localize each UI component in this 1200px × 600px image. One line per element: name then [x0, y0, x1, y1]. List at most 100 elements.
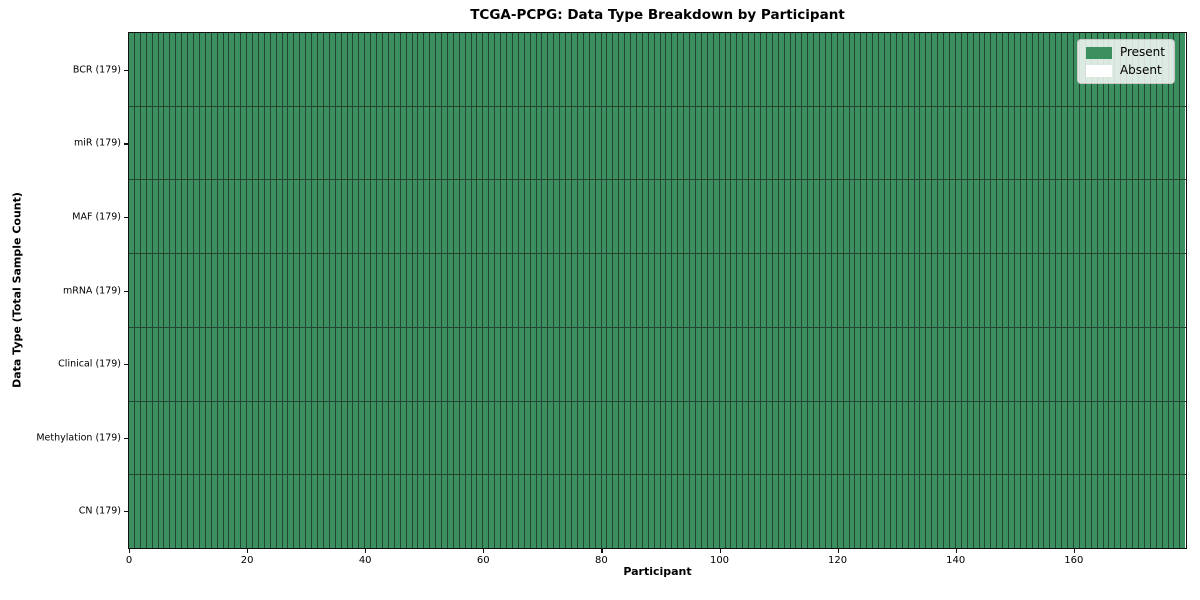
- heatmap-cell: [1044, 106, 1051, 180]
- heatmap-cell: [601, 33, 608, 106]
- heatmap-cell: [412, 33, 419, 106]
- heatmap-cell: [997, 180, 1004, 254]
- heatmap-cell: [359, 254, 366, 327]
- heatmap-cell: [129, 180, 135, 254]
- heatmap-cell: [1038, 33, 1045, 106]
- heatmap-cell: [678, 33, 685, 106]
- heatmap-cell: [814, 401, 821, 475]
- heatmap-cell: [778, 327, 785, 401]
- heatmap-cell: [1162, 327, 1169, 401]
- heatmap-cell: [1103, 254, 1110, 327]
- heatmap-cell: [731, 327, 738, 401]
- heatmap-cell: [1138, 475, 1145, 549]
- heatmap-cell: [678, 401, 685, 475]
- heatmap-cell: [359, 180, 366, 254]
- heatmap-cell: [595, 401, 602, 475]
- heatmap-cell: [1138, 180, 1145, 254]
- heatmap-cell: [253, 327, 259, 401]
- heatmap-cell: [896, 327, 903, 401]
- heatmap-cell: [949, 180, 956, 254]
- heatmap-cell: [382, 33, 389, 106]
- heatmap-cell: [182, 475, 189, 549]
- heatmap-cell: [837, 401, 844, 475]
- heatmap-cell: [701, 33, 708, 106]
- heatmap-cell: [341, 180, 348, 254]
- heatmap-cell: [406, 475, 413, 549]
- heatmap-cell: [134, 180, 141, 254]
- heatmap-cell: [1133, 106, 1139, 180]
- heatmap-cell: [607, 327, 614, 401]
- heatmap-cell: [412, 475, 419, 549]
- heatmap-cell: [790, 106, 797, 180]
- heatmap-row-cn: [129, 475, 1186, 549]
- heatmap-cell: [843, 33, 850, 106]
- heatmap-cell: [158, 327, 165, 401]
- heatmap-cell: [465, 33, 472, 106]
- heatmap-cell: [188, 33, 194, 106]
- heatmap-cell: [335, 106, 342, 180]
- heatmap-cell: [672, 106, 679, 180]
- heatmap-cell: [1174, 475, 1181, 549]
- heatmap-cell: [1009, 327, 1015, 401]
- heatmap-cell: [961, 401, 968, 475]
- heatmap-cell: [489, 401, 496, 475]
- heatmap-row-methylation: [129, 401, 1186, 476]
- heatmap-cell: [1068, 475, 1074, 549]
- heatmap-cell: [418, 180, 425, 254]
- heatmap-cell: [707, 327, 714, 401]
- heatmap-cell: [394, 401, 401, 475]
- heatmap-cell: [1079, 254, 1086, 327]
- heatmap-cell: [743, 106, 750, 180]
- heatmap-cell: [625, 254, 632, 327]
- heatmap-cell: [1044, 401, 1051, 475]
- heatmap-cell: [967, 33, 974, 106]
- heatmap-cell: [766, 327, 773, 401]
- heatmap-cell: [890, 33, 897, 106]
- y-tick-mark: [124, 290, 128, 292]
- heatmap-cell: [1103, 106, 1110, 180]
- heatmap-cell: [465, 180, 472, 254]
- heatmap-cell: [690, 106, 696, 180]
- heatmap-cell: [1032, 475, 1039, 549]
- heatmap-cell: [140, 254, 147, 327]
- heatmap-cell: [134, 33, 141, 106]
- heatmap-cell: [755, 33, 761, 106]
- heatmap-cell: [814, 327, 821, 401]
- heatmap-cell: [914, 106, 921, 180]
- heatmap-cell: [418, 254, 425, 327]
- y-tick-mark: [124, 364, 128, 366]
- heatmap-cell: [424, 180, 431, 254]
- heatmap-cell: [1062, 106, 1069, 180]
- heatmap-cell: [1050, 475, 1057, 549]
- heatmap-cell: [654, 327, 661, 401]
- heatmap-cell: [1127, 475, 1134, 549]
- heatmap-cell: [205, 33, 212, 106]
- heatmap-cell: [814, 106, 821, 180]
- heatmap-cell: [276, 180, 283, 254]
- heatmap-cell: [938, 475, 945, 549]
- heatmap-cell: [140, 327, 147, 401]
- heatmap-cell: [394, 33, 401, 106]
- heatmap-cell: [843, 401, 850, 475]
- y-tick-label-maf: MAF (179): [72, 211, 121, 223]
- heatmap-cell: [926, 401, 933, 475]
- heatmap-cell: [264, 180, 271, 254]
- heatmap-cell: [1156, 106, 1163, 180]
- heatmap-cell: [837, 254, 844, 327]
- heatmap-cell: [134, 401, 141, 475]
- heatmap-cell: [831, 327, 838, 401]
- heatmap-cell: [967, 401, 974, 475]
- heatmap-cell: [1127, 401, 1134, 475]
- y-tick-label-bcr: BCR (179): [72, 64, 121, 76]
- heatmap-cell: [1180, 33, 1186, 106]
- heatmap-cell: [318, 33, 324, 106]
- heatmap-cell: [465, 327, 472, 401]
- heatmap-cell: [170, 180, 177, 254]
- heatmap-cell: [1138, 106, 1145, 180]
- heatmap-cell: [1014, 254, 1021, 327]
- heatmap-cell: [1180, 475, 1186, 549]
- heatmap-cell: [495, 401, 502, 475]
- heatmap-cell: [979, 475, 986, 549]
- heatmap-cell: [371, 106, 378, 180]
- heatmap-cell: [282, 254, 289, 327]
